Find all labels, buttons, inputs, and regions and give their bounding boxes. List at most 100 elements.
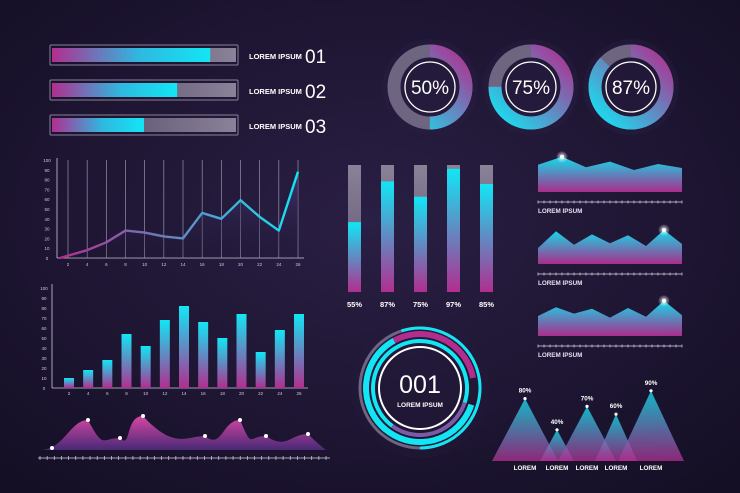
- x-tick-label: 24: [277, 391, 283, 396]
- bar: [102, 360, 113, 388]
- y-tick-label: 80: [44, 178, 50, 183]
- progress-bar-number: 01: [305, 47, 326, 68]
- wave-peak-marker: [264, 434, 268, 438]
- progress-bar-frame: [49, 79, 239, 101]
- x-tick-label: 16: [200, 262, 206, 267]
- triangle-peak: [585, 404, 589, 408]
- area-series: [538, 300, 682, 336]
- y-tick-label: 0: [43, 386, 46, 391]
- progress-bar-number: 02: [305, 82, 326, 103]
- triangle-value-label: 70%: [581, 395, 594, 402]
- gauge-glow: [350, 318, 490, 458]
- y-tick-label: 40: [44, 217, 50, 222]
- bar: [198, 322, 209, 388]
- donut-inner-ring: [605, 61, 657, 113]
- donut-value-label: 87%: [612, 78, 650, 99]
- gauge-caption: LOREM IPSUM: [397, 402, 443, 409]
- progress-bar-fill: [52, 83, 178, 97]
- y-tick-label: 80: [41, 306, 47, 311]
- mountain-chart-middle: LOREM IPSUM: [537, 224, 683, 287]
- line-series: [59, 171, 300, 260]
- x-tick-label: 12: [161, 262, 167, 267]
- x-tick-label: 26: [296, 391, 302, 396]
- x-tick-label: 2: [68, 391, 71, 396]
- donut-fill-arc: [488, 44, 574, 130]
- progress-bar-frame: [49, 44, 239, 66]
- mountain-chart-top: LOREM IPSUM: [537, 150, 683, 215]
- x-tick-label: 26: [295, 262, 301, 267]
- area-caption: LOREM IPSUM: [538, 208, 582, 215]
- bar: [64, 378, 74, 388]
- x-tick-label: 8: [124, 262, 127, 267]
- y-tick-label: 100: [40, 286, 48, 291]
- y-tick-label: 10: [41, 376, 47, 381]
- gauge-ring: [363, 331, 477, 445]
- area-series: [538, 230, 682, 264]
- y-tick-label: 90: [41, 296, 47, 301]
- bar: [294, 314, 304, 388]
- x-tick-label: 14: [181, 391, 187, 396]
- x-tick-label: 10: [142, 262, 148, 267]
- vertical-bar-label: 75%: [413, 300, 428, 309]
- area-caption: LOREM IPSUM: [538, 352, 582, 359]
- y-tick-label: 40: [41, 346, 47, 351]
- donut-value-label: 50%: [411, 78, 449, 99]
- x-tick-label: 22: [258, 391, 264, 396]
- progress-bar-label: LOREM IPSUM: [249, 122, 302, 131]
- peak-marker: [662, 228, 666, 232]
- vertical-bar-label: 87%: [380, 300, 395, 309]
- gauge-ring: [378, 346, 462, 430]
- triangle-caption: LOREM: [640, 465, 663, 472]
- x-tick-label: 4: [87, 391, 90, 396]
- bar: [121, 334, 132, 388]
- vertical-bar-label: 55%: [347, 300, 362, 309]
- wave-area: [40, 416, 326, 450]
- x-tick-label: 18: [219, 262, 225, 267]
- gauge-ring: [363, 331, 477, 445]
- y-tick-label: 90: [44, 168, 50, 173]
- x-tick-label: 6: [105, 262, 108, 267]
- bar: [236, 314, 247, 388]
- donut-inner-ring: [404, 61, 456, 113]
- wave-peak-marker: [86, 418, 90, 422]
- x-tick-label: 4: [86, 262, 89, 267]
- x-tick-label: 12: [162, 391, 168, 396]
- bar: [179, 306, 189, 388]
- triangle-peak: [555, 428, 559, 432]
- triangle-peak: [523, 397, 527, 401]
- triangle-peak: [649, 389, 653, 393]
- y-tick-label: 0: [46, 256, 49, 261]
- triangle-value-label: 90%: [645, 380, 658, 387]
- x-tick-label: 20: [239, 391, 245, 396]
- triangle-mark: [492, 398, 558, 461]
- y-tick-label: 100: [43, 158, 51, 163]
- triangle-caption: LOREM: [546, 465, 569, 472]
- triangle-value-label: 80%: [519, 388, 532, 395]
- y-tick-label: 50: [44, 207, 50, 212]
- x-tick-label: 18: [220, 391, 226, 396]
- bar: [83, 370, 94, 388]
- wave-peak-marker: [306, 432, 310, 436]
- donut-fill-arc: [588, 44, 674, 130]
- gauge-ring: [358, 326, 482, 450]
- y-tick-label: 30: [44, 227, 50, 232]
- progress-bar-fill: [52, 48, 211, 62]
- vertical-bar-fill: [348, 222, 361, 292]
- donut-gauges: 50% 75% 87%: [382, 39, 679, 135]
- peak-marker: [560, 154, 564, 159]
- x-tick-label: 8: [125, 391, 128, 396]
- radial-gauge: 001 LOREM IPSUM: [350, 318, 490, 458]
- x-tick-label: 6: [106, 391, 109, 396]
- vertical-percent-bars: 55% 87% 75% 97% 85%: [347, 165, 494, 309]
- progress-bar-fill: [52, 118, 144, 132]
- y-tick-label: 70: [44, 187, 50, 192]
- x-tick-label: 22: [257, 262, 263, 267]
- bar: [217, 338, 228, 388]
- vertical-bar-fill: [381, 181, 394, 292]
- wave-peak-marker: [141, 414, 145, 418]
- wave-chart: [38, 414, 330, 460]
- donut-value-label: 75%: [512, 78, 550, 99]
- x-tick-label: 16: [201, 391, 207, 396]
- progress-bar-frame: [49, 114, 239, 136]
